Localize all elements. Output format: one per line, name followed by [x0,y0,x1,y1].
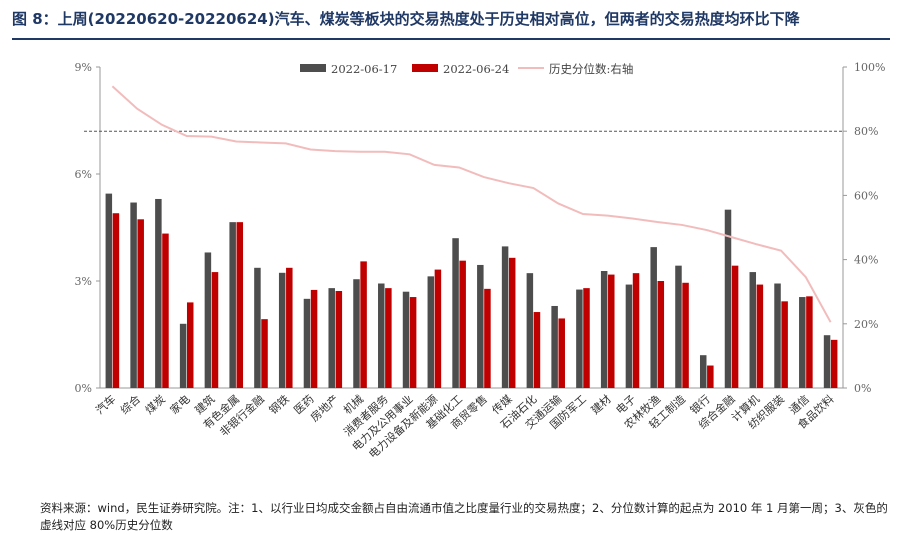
bar-series2 [286,267,293,388]
bar-series2 [484,288,491,388]
bar-series2 [137,219,144,388]
legend-swatch-series1 [300,64,326,72]
category-label: 家电 [167,392,193,417]
legend-label-series2: 2022-06-24 [443,62,509,76]
bar-series2 [583,288,590,388]
bar-series1 [477,264,484,388]
bar-series2 [434,269,442,388]
bar-series2 [310,289,318,388]
bar-series1 [501,246,509,388]
figure-title: 图 8：上周(20220620-20220624)汽车、煤炭等板块的交易热度处于… [12,10,800,28]
bar-series1 [204,252,212,388]
bar-series1 [600,271,608,388]
bar-series2 [261,319,268,388]
bar-series2 [409,297,417,388]
bar-series1 [675,265,682,388]
category-label: 钢铁 [267,393,292,417]
bar-series1 [427,276,435,388]
left-tick-label: 9% [75,61,92,74]
left-tick-label: 3% [75,275,92,288]
left-tick-label: 6% [75,168,92,181]
bar-series2 [830,339,838,388]
bar-series2 [186,302,194,388]
bar-series1 [749,272,757,388]
category-label: 汽车 [93,392,119,417]
category-label: 房地产 [307,392,341,424]
bar-series2 [236,222,244,388]
bar-series1 [799,297,806,388]
bar-series2 [508,257,516,388]
bar-series2 [632,273,640,388]
bar-series1 [179,323,187,388]
right-tick-label: 40% [854,254,878,267]
bar-series1 [278,272,286,388]
bar-series1 [823,335,831,388]
title-divider [12,38,890,40]
bar-series2 [756,284,764,388]
bar-series2 [707,365,714,388]
bar-series2 [682,282,689,388]
category-label: 煤炭 [143,393,168,417]
bar-series1 [526,273,534,388]
bar-series1 [353,279,360,388]
bar-series1 [229,222,236,388]
bar-series1 [105,193,113,388]
bar-series2 [558,318,565,388]
bar-series2 [459,260,466,388]
bar-series1 [402,291,410,388]
bar-series2 [657,281,665,388]
right-tick-label: 60% [854,189,878,202]
bar-series1 [699,355,707,388]
bar-series1 [452,238,459,388]
bar-series2 [806,296,813,388]
source-note: 资料来源：wind，民生证券研究院。注：1、以行业日均成交金额占自由流通市值之比… [40,501,888,532]
bar-series1 [774,283,781,388]
bar-series1 [378,283,385,388]
bar-series2 [162,233,169,388]
bar-series2 [112,213,120,388]
left-tick-label: 0% [75,382,92,395]
percentile-line [111,85,832,323]
bar-series2 [781,301,788,388]
legend-label-series1: 2022-06-17 [331,62,397,76]
bar-series2 [608,274,615,388]
bar-series2 [731,265,739,388]
bar-series1 [724,209,732,388]
bar-series2 [335,290,343,388]
right-tick-label: 100% [854,61,885,74]
right-tick-label: 0% [854,382,871,395]
right-tick-label: 20% [854,318,878,331]
legend-swatch-series2 [412,64,438,72]
bar-series1 [303,298,311,388]
legend-label-percentile: 历史分位数:右轴 [549,62,633,76]
bar-series2 [360,261,367,388]
bar-series1 [328,288,335,388]
bar-series2 [211,272,219,388]
bar-series1 [650,247,657,388]
bar-series2 [385,288,392,388]
bar-series1 [576,289,583,388]
bar-series1 [551,305,558,388]
category-label: 建材 [588,392,614,417]
bar-series1 [130,202,137,388]
bar-series1 [625,284,633,388]
trading-heat-chart: 0%3%6%9%0%20%40%60%80%100%汽车 综合 煤炭 家电 建筑有色金属… [75,61,886,461]
category-label: 综合 [117,392,143,417]
bar-series2 [533,312,541,388]
right-tick-label: 80% [854,125,878,138]
bar-series1 [254,267,261,388]
bar-series1 [155,198,162,388]
